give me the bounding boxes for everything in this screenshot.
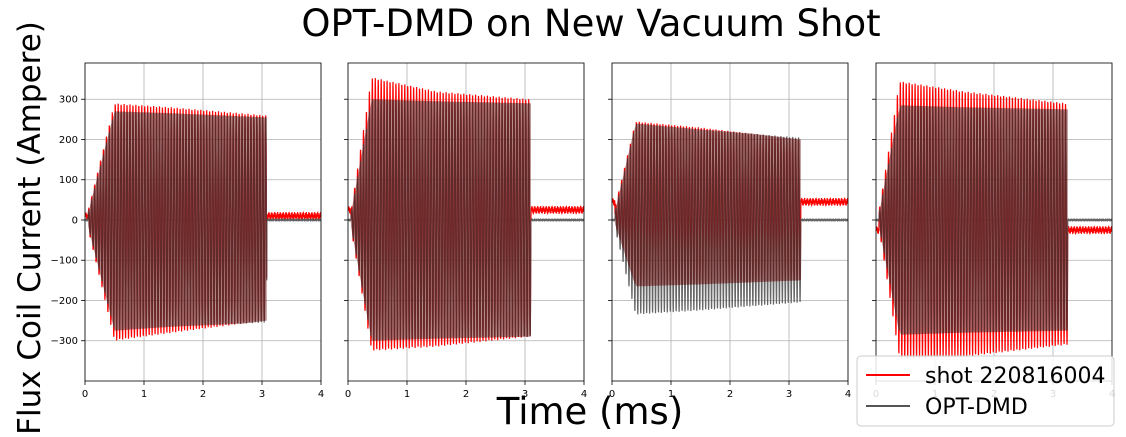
legend-label-measured: shot 220816004 — [925, 364, 1105, 389]
legend: shot 220816004 OPT-DMD — [856, 355, 1115, 427]
x-tick-label: 1 — [668, 389, 674, 400]
y-tick-label: 0 — [72, 215, 78, 226]
overlap-band — [615, 123, 801, 287]
x-tick-label: 2 — [727, 389, 733, 400]
y-tick-label: −200 — [51, 296, 78, 307]
x-tick-label: 0 — [609, 389, 615, 400]
series-line-opt-dmd — [348, 99, 584, 341]
x-tick-label: 4 — [581, 389, 587, 400]
x-tick-label: 3 — [522, 389, 528, 400]
x-tick-label: 1 — [141, 389, 147, 400]
series-group — [348, 78, 584, 351]
legend-frame — [856, 355, 1115, 427]
panel-3: 0 1 2 3 4 — [608, 62, 851, 400]
x-tick-label: 3 — [786, 389, 792, 400]
panel-1: 0 1 2 3 4 −300 −200 −100 0 100 200 300 — [51, 62, 324, 400]
legend-label-fit: OPT-DMD — [925, 395, 1028, 420]
y-tick-label: 100 — [59, 175, 78, 186]
overlap-band — [88, 111, 267, 331]
series-group — [876, 81, 1112, 359]
series-group — [612, 121, 848, 315]
x-tick-label: 4 — [318, 389, 324, 400]
y-tick-label: −300 — [51, 336, 78, 347]
series-line-opt-dmd — [876, 105, 1112, 335]
series-line-opt-dmd — [612, 123, 848, 315]
x-tick-label: 4 — [845, 389, 851, 400]
y-tick-label: 300 — [59, 95, 78, 106]
x-tick-label: 2 — [200, 389, 206, 400]
figure-title: OPT-DMD on New Vacuum Shot — [301, 2, 880, 45]
panels: 01234−300−200−10001002003000123401234012… — [51, 62, 1115, 400]
y-tick-label: 200 — [59, 135, 78, 146]
overlap-band — [879, 105, 1068, 335]
series-line-opt-dmd — [85, 111, 321, 331]
x-tick-label: 1 — [404, 389, 410, 400]
y-axis-label: Flux Coil Current (Ampere) — [12, 21, 48, 435]
x-tick-label: 0 — [345, 389, 351, 400]
panel-2: 0 1 2 3 4 — [344, 62, 587, 400]
series-group — [85, 103, 321, 341]
x-tick-label: 0 — [82, 389, 88, 400]
x-tick-label: 3 — [259, 389, 265, 400]
y-tick-label: −100 — [51, 256, 78, 267]
x-tick-label: 2 — [463, 389, 469, 400]
x-axis-label: Time (ms) — [496, 390, 684, 433]
overlap-band — [350, 99, 531, 341]
